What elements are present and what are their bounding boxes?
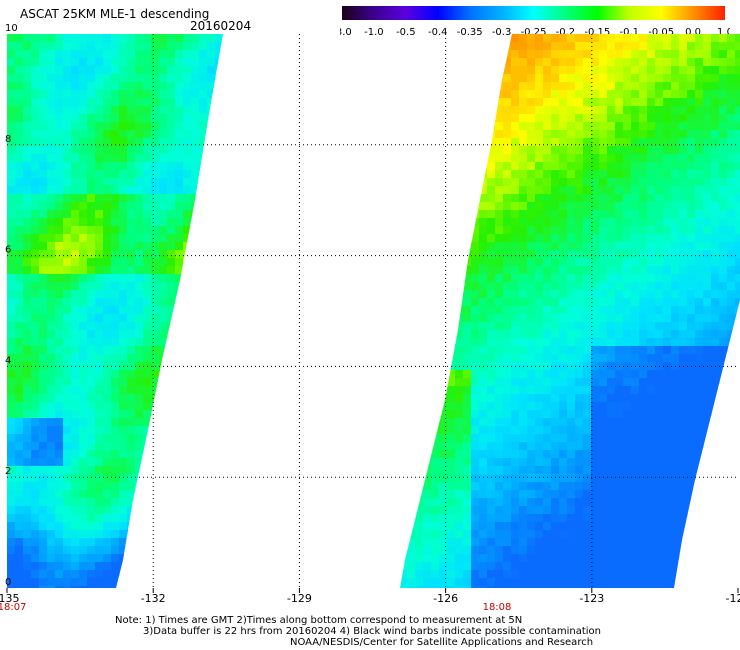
x-tick-label: -129 [287,592,312,605]
note-line-1: Note: 1) Times are GMT 2)Times along bot… [115,615,523,626]
time-label: 18:07 [0,602,26,613]
axis-ticks [6,588,739,593]
y-tick-label: 8 [5,134,11,145]
x-tick-label: -135 [0,592,19,605]
colorbar-tick-label: 1.0 [717,27,730,37]
y-tick-label: 0 [5,577,11,588]
notes: Note: 1) Times are GMT 2)Times along bot… [115,615,601,648]
note-line-3: NOAA/NESDIS/Center for Satellite Applica… [290,637,594,648]
colorbar-tick-label: -0.25 [521,27,547,37]
x-tick-label: -126 [433,592,458,605]
swath-cells [7,34,740,588]
y-tick-label: 10 [5,23,18,34]
colorbar: -3.0-1.0-0.5-0.4-0.35-0.3-0.25-0.2-0.15-… [340,6,730,37]
colorbar-tick-label: -0.5 [396,27,416,37]
colorbar-tick-label: -0.05 [648,27,674,37]
colorbar-tick-label: -0.15 [584,27,610,37]
colorbar-tick-label: -0.35 [457,27,483,37]
y-tick-label: 2 [5,466,11,477]
time-label: 18:08 [483,602,512,613]
colorbar-tick-label: -0.3 [492,27,512,37]
title: ASCAT 25KM MLE-1 descending [20,7,210,21]
colorbar-tick-label: -1.0 [364,27,384,37]
swath-map: -135 -132 -129 -126 -123 -120 0 2 4 6 8 10 18:07 18:0… [0,23,740,613]
grid-lines [7,34,738,588]
colorbar-gradient [342,6,725,20]
colorbar-tick-label: -0.1 [619,27,639,37]
x-tick-label: -120 [726,592,740,605]
colorbar-tick-label: -0.4 [428,27,448,37]
colorbar-tick-label: 0.0 [685,27,701,37]
y-tick-label: 6 [5,245,11,256]
note-line-2: 3)Data buffer is 22 hrs from 20160204 4)… [143,626,601,637]
colorbar-tick-label: -3.0 [340,27,352,37]
date-label: 20160204 [190,19,252,33]
y-tick-label: 4 [5,355,11,366]
x-tick-label: -132 [141,592,166,605]
colorbar-tick-label: -0.2 [556,27,576,37]
x-tick-label: -123 [579,592,604,605]
